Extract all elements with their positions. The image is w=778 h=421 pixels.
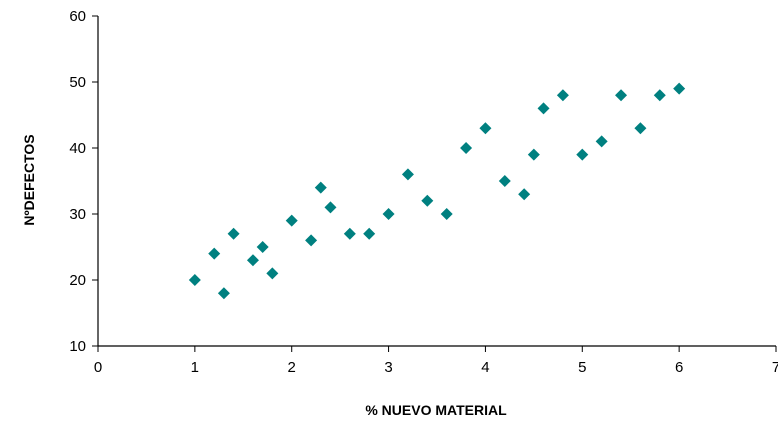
- data-point: [324, 201, 337, 214]
- data-point: [305, 234, 318, 247]
- data-point: [227, 227, 240, 240]
- data-point: [285, 214, 298, 227]
- data-point: [401, 168, 414, 181]
- data-point: [634, 122, 647, 135]
- x-tick-label: 4: [481, 359, 489, 376]
- data-point: [527, 148, 540, 161]
- data-point: [256, 241, 269, 253]
- x-tick-label: 1: [191, 359, 199, 376]
- data-point: [382, 208, 395, 220]
- data-point: [498, 175, 511, 187]
- y-tick-label: 50: [69, 74, 86, 91]
- data-point: [208, 247, 221, 260]
- data-point: [615, 89, 628, 102]
- data-point: [343, 227, 356, 240]
- y-tick-label: 30: [69, 206, 86, 223]
- x-tick-label: 0: [94, 359, 102, 376]
- x-tick-label: 2: [288, 359, 296, 376]
- data-point: [595, 135, 608, 148]
- data-point: [266, 267, 279, 280]
- data-point: [556, 89, 569, 102]
- data-point: [576, 148, 589, 161]
- data-point: [518, 188, 531, 201]
- x-axis-title: % NUEVO MATERIAL: [365, 402, 507, 418]
- data-point: [537, 102, 550, 115]
- y-tick-label: 40: [69, 140, 86, 157]
- x-tick-label: 6: [675, 359, 683, 376]
- data-point: [246, 254, 259, 267]
- x-tick-label: 3: [384, 359, 392, 376]
- data-point: [460, 142, 473, 154]
- data-point: [440, 208, 453, 220]
- y-tick-label: 60: [69, 8, 86, 25]
- data-point: [653, 89, 666, 102]
- x-tick-label: 7: [772, 359, 778, 376]
- data-point: [314, 181, 327, 194]
- data-points: [188, 82, 686, 300]
- data-point: [673, 82, 686, 95]
- y-tick-label: 10: [69, 338, 86, 355]
- data-point: [479, 122, 492, 135]
- y-axis-title: NºDEFECTOS: [21, 134, 37, 225]
- tick-labels: 10 20 30 40 50 60 0 1 2 3 4 5 6 7: [69, 8, 778, 376]
- y-tick-label: 20: [69, 272, 86, 289]
- x-tick-label: 5: [578, 359, 586, 376]
- data-point: [421, 194, 434, 207]
- data-point: [217, 287, 230, 300]
- axes: [92, 15, 777, 352]
- data-point: [363, 227, 376, 240]
- data-point: [188, 274, 201, 286]
